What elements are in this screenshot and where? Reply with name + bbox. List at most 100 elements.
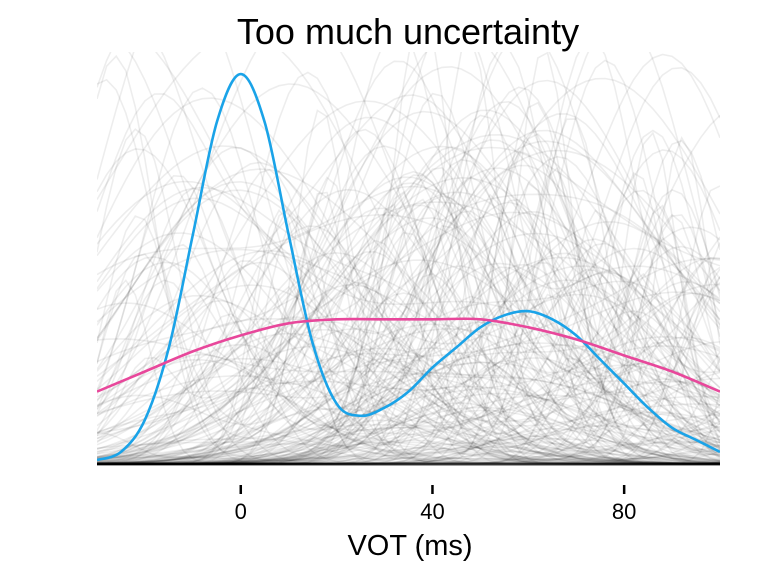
- sample-curve: [97, 170, 720, 465]
- sample-curve: [97, 139, 720, 457]
- sample-curve: [97, 193, 720, 465]
- x-axis-label: VOT (ms): [347, 530, 472, 562]
- x-tick-label: 80: [612, 499, 636, 524]
- sample-curve: [97, 281, 720, 465]
- series-layer: [97, 72, 720, 466]
- series-line-blue: [97, 72, 720, 462]
- sample-curve: [97, 52, 720, 465]
- sample-curve: [97, 248, 720, 462]
- sample-curve: [97, 213, 720, 465]
- sample-curve: [97, 136, 720, 461]
- sample-curve: [97, 145, 720, 465]
- sample-curve: [97, 247, 720, 440]
- sample-curve: [97, 268, 720, 465]
- sample-curve: [97, 145, 720, 465]
- sample-curve: [97, 145, 720, 453]
- sample-curve: [97, 329, 720, 464]
- sample-curve: [97, 291, 720, 455]
- sample-curve: [97, 168, 720, 465]
- sample-curve: [97, 238, 720, 460]
- sample-curve: [97, 129, 720, 465]
- sample-curve: [97, 71, 720, 465]
- x-tick-label: 0: [235, 499, 247, 524]
- sample-curve: [128, 52, 720, 465]
- sample-curve: [97, 66, 720, 465]
- sample-curve: [97, 232, 720, 465]
- sample-curve: [97, 338, 720, 462]
- sample-curve: [97, 256, 720, 459]
- sample-curve: [97, 131, 720, 460]
- sample-curve: [97, 52, 720, 464]
- sample-curve: [97, 249, 720, 465]
- sample-curve: [97, 188, 720, 464]
- sample-curve: [97, 347, 720, 461]
- sample-curve: [97, 276, 720, 460]
- sample-curve: [97, 109, 720, 465]
- sample-curve: [97, 201, 720, 442]
- sample-curve: [97, 176, 720, 459]
- sample-curve: [97, 139, 720, 464]
- sample-curve: [97, 149, 720, 465]
- sample-curve: [97, 213, 720, 448]
- sample-curve: [97, 52, 720, 449]
- sample-curve: [97, 161, 720, 465]
- sample-curve: [97, 204, 720, 465]
- sample-curve: [97, 280, 720, 465]
- sample-curve: [97, 77, 720, 465]
- sample-curve: [97, 245, 720, 462]
- sample-curve: [97, 265, 720, 465]
- sample-curve: [154, 52, 720, 465]
- sample-curve: [97, 191, 720, 462]
- sample-curve: [97, 323, 720, 463]
- sample-curve: [97, 52, 720, 465]
- sample-curve: [97, 310, 720, 437]
- sample-curve: [97, 129, 720, 464]
- sample-curve: [97, 60, 720, 465]
- sample-curve: [97, 146, 720, 464]
- sample-curve: [97, 172, 720, 465]
- sample-curve: [97, 110, 720, 463]
- posterior-samples: [97, 52, 720, 465]
- sample-curve: [97, 279, 720, 465]
- sample-curve: [97, 242, 720, 461]
- sample-curve: [97, 208, 720, 465]
- sample-curve: [97, 189, 720, 345]
- x-axis: 0 40 80: [235, 485, 636, 524]
- sample-curve: [97, 148, 720, 464]
- sample-curve: [97, 283, 720, 465]
- sample-curve: [97, 182, 720, 465]
- sample-curve: [97, 211, 720, 434]
- sample-curve: [97, 342, 720, 464]
- sample-curve: [97, 201, 720, 465]
- sample-curve: [97, 146, 720, 451]
- sample-curve: [97, 97, 720, 465]
- sample-curve: [97, 52, 720, 465]
- sample-curve: [97, 243, 720, 465]
- sample-curve: [97, 208, 720, 465]
- sample-curve: [97, 332, 720, 446]
- sample-curve: [97, 313, 720, 465]
- sample-curve: [97, 100, 720, 433]
- sample-curve: [97, 146, 720, 458]
- sample-curve: [97, 371, 720, 462]
- sample-curve: [97, 83, 720, 463]
- sample-curve: [97, 316, 720, 458]
- sample-curve: [97, 149, 720, 464]
- sample-curve: [97, 210, 720, 465]
- sample-curve: [97, 260, 720, 462]
- sample-curve: [97, 257, 720, 463]
- sample-curve: [97, 87, 720, 446]
- sample-curve: [97, 167, 720, 438]
- sample-curve: [97, 133, 720, 461]
- series-line-pink: [97, 317, 720, 393]
- sample-curve: [97, 54, 720, 458]
- sample-curve: [97, 214, 720, 465]
- sample-curve: [97, 52, 720, 465]
- sample-curve: [97, 385, 720, 464]
- sample-curve: [97, 185, 720, 457]
- sample-curve: [97, 209, 720, 465]
- sample-curve: [97, 128, 720, 465]
- x-tick-label: 40: [420, 499, 444, 524]
- sample-curve: [97, 232, 720, 424]
